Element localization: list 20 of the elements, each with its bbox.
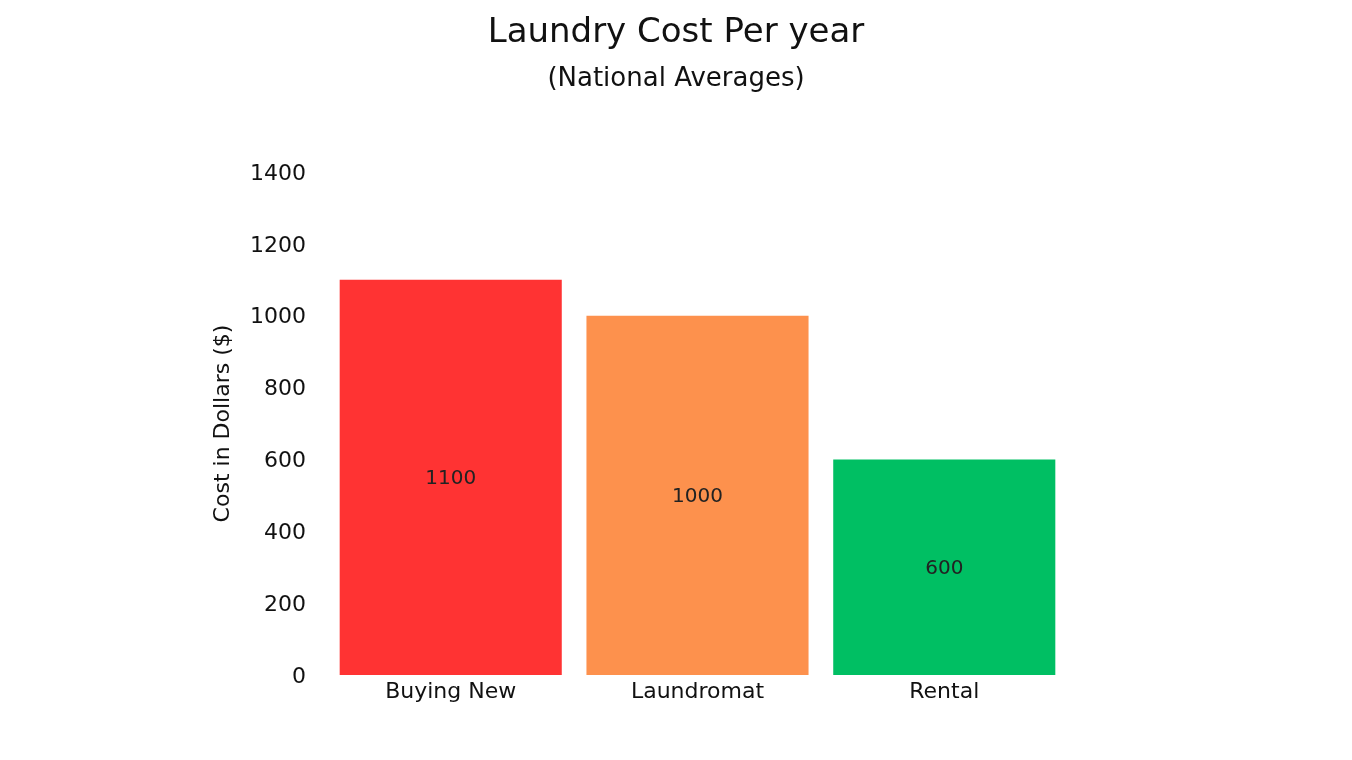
chart-title: Laundry Cost Per year <box>487 9 865 50</box>
x-tick-label: Rental <box>909 678 980 703</box>
y-axis-title: Cost in Dollars ($) <box>208 324 234 523</box>
y-tick-label: 400 <box>264 518 306 544</box>
y-tick-label: 1200 <box>250 231 306 257</box>
x-tick-label: Laundromat <box>630 678 765 703</box>
bar <box>339 279 562 675</box>
y-tick-label: 200 <box>264 590 306 616</box>
data-label: 1000 <box>672 483 723 508</box>
y-tick-label: 0 <box>292 662 306 688</box>
bar <box>586 315 809 675</box>
data-label: 600 <box>925 555 964 580</box>
bar <box>833 459 1056 675</box>
chart-subtitle: (National Averages) <box>547 62 805 92</box>
y-tick-label: 1400 <box>250 159 306 185</box>
y-tick-label: 1000 <box>250 303 306 329</box>
data-label: 1100 <box>425 465 477 490</box>
y-tick-label: 800 <box>264 375 306 401</box>
y-tick-label: 600 <box>264 447 306 473</box>
x-tick-label: Buying New <box>385 678 517 703</box>
